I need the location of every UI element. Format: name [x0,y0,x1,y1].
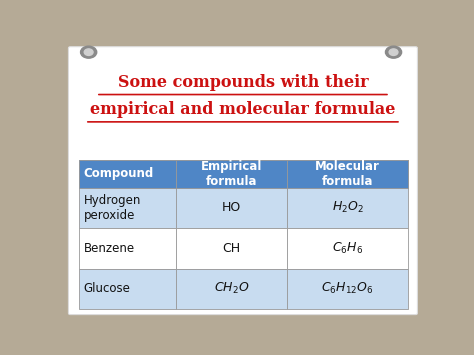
Bar [80,160,176,188]
Text: Molecular
formula: Molecular formula [315,160,380,188]
Bar [287,228,408,269]
Bar [176,188,287,228]
Text: CH: CH [222,242,241,255]
Bar [287,160,408,188]
Circle shape [385,46,401,58]
Bar [80,188,176,228]
Bar [80,160,408,188]
Text: Benzene: Benzene [84,242,135,255]
Circle shape [84,49,93,55]
Text: Some compounds with their: Some compounds with their [118,74,368,91]
Bar [176,228,287,269]
Text: Glucose: Glucose [84,282,131,295]
Circle shape [389,49,398,55]
FancyBboxPatch shape [68,47,418,315]
Bar [287,188,408,228]
Bar [80,269,176,309]
Text: $C_6H_{12}O_6$: $C_6H_{12}O_6$ [321,281,374,296]
Text: empirical and molecular formulae: empirical and molecular formulae [90,101,396,118]
Bar [176,269,287,309]
Circle shape [81,46,97,58]
Bar [176,160,287,188]
Text: HO: HO [222,201,241,214]
Text: $H_2O_2$: $H_2O_2$ [331,200,363,215]
Bar [80,228,176,269]
Bar [287,269,408,309]
Text: Hydrogen
peroxide: Hydrogen peroxide [84,194,141,222]
Text: $CH_2O$: $CH_2O$ [214,281,249,296]
Text: $C_6H_6$: $C_6H_6$ [332,241,363,256]
Text: Empirical
formula: Empirical formula [201,160,262,188]
Text: Compound: Compound [83,168,154,180]
